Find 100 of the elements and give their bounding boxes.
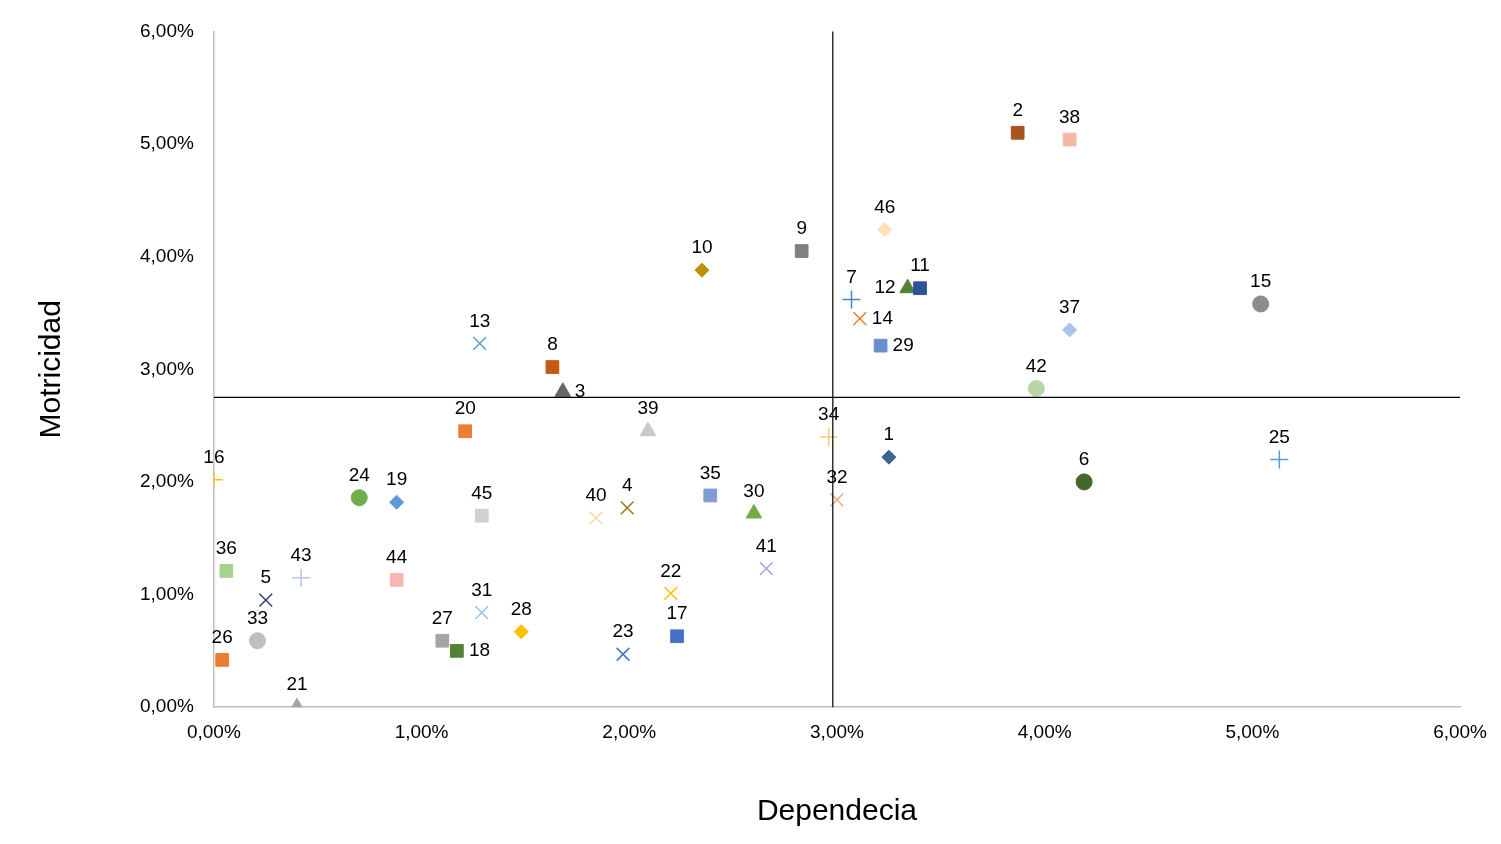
x-tick-label: 4,00%	[1017, 720, 1072, 742]
point	[829, 492, 845, 508]
x-tick-label: 2,00%	[602, 720, 657, 742]
x-tick-label: 1,00%	[394, 720, 449, 742]
point	[291, 567, 311, 588]
point	[545, 360, 560, 374]
series-label: 25	[1268, 425, 1290, 447]
point	[474, 508, 489, 523]
point	[873, 338, 888, 353]
series-label: 6	[1078, 448, 1090, 470]
series-label: 23	[612, 620, 634, 642]
series-label: 12	[874, 276, 896, 298]
point	[841, 289, 862, 310]
series-label: 11	[910, 254, 930, 276]
point	[389, 573, 404, 587]
series-label: 41	[755, 534, 777, 556]
point	[1252, 295, 1270, 313]
series-label: 4	[621, 474, 633, 496]
y-tick-label: 2,00%	[140, 470, 194, 492]
point	[458, 424, 473, 439]
series-label: 3	[574, 380, 586, 402]
series-label: 42	[1025, 354, 1047, 376]
point	[1269, 449, 1290, 470]
x-tick-label: 5,00%	[1225, 720, 1280, 742]
point	[1062, 322, 1078, 338]
point	[615, 647, 631, 662]
point	[435, 633, 450, 648]
series-label: 46	[874, 195, 896, 217]
point	[472, 336, 487, 351]
point	[759, 561, 774, 576]
y-axis-title: Motricidad	[33, 300, 67, 439]
point	[818, 427, 839, 447]
point	[350, 489, 368, 507]
series-label: 5	[260, 566, 272, 588]
point	[219, 564, 234, 578]
series-label: 21	[286, 673, 308, 695]
y-tick-label: 5,00%	[140, 132, 194, 154]
series-label: 38	[1059, 105, 1081, 127]
series-label: 22	[660, 559, 682, 581]
y-tick-label: 1,00%	[140, 582, 194, 604]
series-label: 24	[348, 463, 371, 485]
point	[588, 510, 604, 526]
point	[258, 593, 273, 608]
series-label: 35	[699, 461, 721, 483]
series-label: 14	[871, 306, 894, 328]
x-axis-title: Dependecia	[756, 793, 918, 827]
series-label: 28	[510, 597, 532, 619]
series-label: 40	[585, 484, 607, 506]
series-label: 43	[290, 543, 312, 565]
y-tick-label: 4,00%	[140, 244, 194, 266]
point	[1062, 132, 1077, 147]
series-label: 2	[1012, 99, 1023, 120]
point	[703, 488, 718, 503]
series-label: 17	[666, 602, 688, 624]
y-tick-label: 3,00%	[140, 357, 194, 379]
x-tick-label: 3,00%	[810, 720, 865, 742]
series-label: 27	[431, 606, 453, 628]
point	[1027, 379, 1045, 397]
series-label: 13	[469, 309, 491, 331]
point	[248, 632, 266, 650]
series-label: 30	[743, 479, 765, 501]
point	[663, 586, 678, 601]
series-label: 18	[468, 639, 491, 661]
series-label: 31	[471, 578, 493, 600]
point	[215, 653, 230, 667]
series-label: 15	[1250, 270, 1272, 292]
series-label: 19	[386, 468, 408, 490]
point	[694, 262, 710, 278]
series-label: 16	[203, 445, 225, 467]
series-label: 20	[454, 397, 476, 419]
point	[1075, 473, 1093, 491]
series-label: 7	[846, 265, 857, 287]
x-tick-label: 6,00%	[1433, 720, 1488, 742]
series-label: 9	[796, 217, 807, 239]
point	[670, 629, 684, 644]
point	[513, 624, 529, 640]
series-label: 39	[637, 397, 659, 419]
y-tick-label: 0,00%	[140, 695, 194, 717]
x-tick-label: 0,00%	[186, 720, 241, 742]
series-label: 26	[211, 626, 233, 648]
series-label: 45	[471, 481, 493, 503]
series-label: 1	[883, 423, 895, 445]
series-label: 37	[1059, 296, 1081, 318]
y-tick-label: 6,00%	[140, 19, 194, 41]
point	[913, 281, 927, 296]
point	[881, 449, 897, 465]
point	[794, 244, 809, 258]
series-label: 8	[547, 333, 558, 355]
series-label: 29	[892, 333, 914, 355]
series-label: 33	[246, 606, 269, 628]
point	[474, 605, 489, 620]
series-label: 36	[215, 537, 237, 559]
point	[1010, 125, 1025, 140]
point	[620, 500, 635, 515]
point	[389, 494, 405, 510]
point	[877, 222, 893, 238]
series-label: 10	[691, 236, 713, 258]
series-label: 44	[386, 546, 408, 568]
point	[852, 311, 867, 326]
point	[450, 644, 464, 658]
